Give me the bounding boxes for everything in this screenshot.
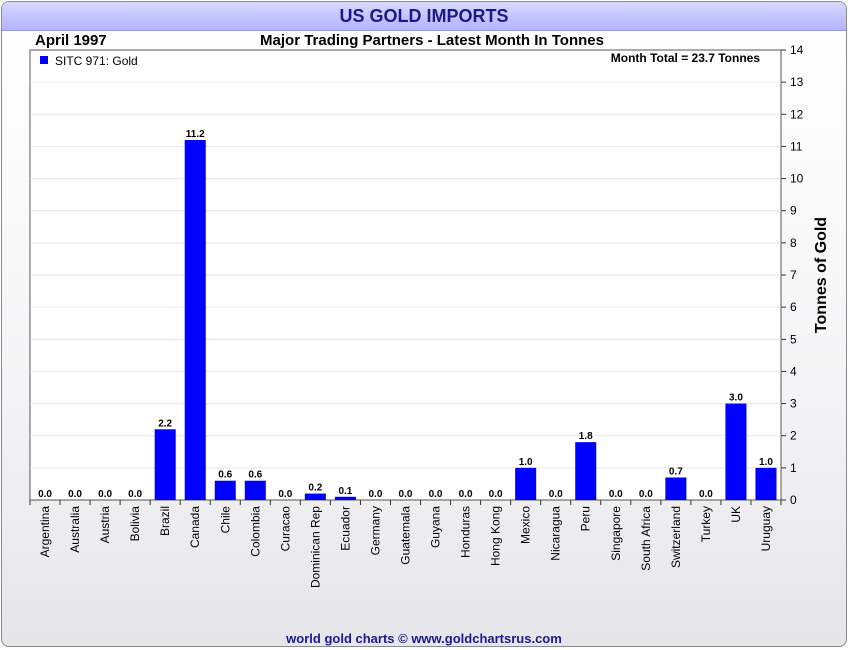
month-total-label: Month Total = 23.7 Tonnes [611, 51, 761, 65]
x-tick-label: Guatemala [399, 506, 413, 565]
y-axis-title: Tonnes of Gold [813, 217, 830, 333]
bar-value-label: 0.7 [669, 467, 683, 478]
x-tick-label: Australia [68, 506, 82, 553]
y-tick-label: 11 [790, 139, 803, 153]
bar-dominican-rep [304, 493, 326, 500]
bar-peru [575, 442, 597, 500]
x-axis: Argentina Australia Austria Bolivia Brazil Ca… [29, 500, 782, 588]
bar-value-label: 0.0 [399, 489, 413, 500]
bar-value-label: 1.0 [759, 457, 773, 468]
y-tick-label: 8 [790, 236, 797, 250]
bar-uk [725, 403, 747, 500]
x-tick-label: Ecuador [338, 506, 352, 551]
bar-switzerland [665, 477, 687, 500]
y-tick-label: 6 [790, 300, 797, 314]
y-tick-label: 4 [790, 364, 797, 378]
x-tick-label: Turkey [699, 506, 713, 542]
bar-value-label: 0.0 [459, 489, 473, 500]
x-tick-label: Canada [188, 506, 202, 548]
bar-value-label: 0.1 [338, 486, 352, 497]
chart-title: US GOLD IMPORTS [339, 6, 509, 26]
x-tick-label: Dominican Rep [308, 506, 322, 588]
bar-value-label: 0.0 [609, 489, 623, 500]
bar-value-labels: 0.0 0.0 0.0 0.0 2.2 11.2 0.6 0.6 0.0 0.2 0.1 0.0 0.0… [38, 129, 773, 500]
x-tick-label: Argentina [38, 506, 52, 558]
bar-value-label: 0.0 [98, 489, 112, 500]
y-tick-label: 5 [790, 332, 797, 346]
bar-value-label: 3.0 [729, 393, 743, 404]
x-tick-label: UK [729, 506, 743, 523]
y-tick-label: 0 [790, 493, 797, 507]
date-label: April 1997 [35, 32, 107, 49]
x-tick-label: Uruguay [759, 506, 773, 551]
y-tick-label: 2 [790, 429, 797, 443]
bar-value-label: 0.2 [308, 483, 322, 494]
bar-mexico [515, 467, 537, 500]
bar-value-label: 0.0 [128, 489, 142, 500]
legend-swatch [40, 56, 48, 64]
x-tick-label: Brazil [158, 506, 172, 536]
x-tick-label: Singapore [609, 506, 623, 561]
bar-value-label: 0.0 [429, 489, 443, 500]
bar-canada [184, 140, 206, 500]
bar-value-label: 0.0 [489, 489, 503, 500]
bar-value-label: 0.0 [38, 489, 52, 500]
bar-value-label: 0.0 [549, 489, 563, 500]
y-tick-label: 7 [790, 268, 797, 282]
bar-uruguay [755, 467, 777, 500]
x-tick-label: Guyana [429, 506, 443, 548]
bar-value-label: 11.2 [186, 129, 205, 140]
bar-value-label: 0.0 [68, 489, 82, 500]
x-tick-label: Mexico [519, 506, 533, 544]
x-tick-label: Honduras [459, 506, 473, 558]
bar-value-label: 2.2 [158, 418, 172, 429]
x-tick-label: South Africa [639, 506, 653, 571]
footer-credit: world gold charts © www.goldchartsrus.co… [286, 631, 562, 646]
bar-chile [214, 480, 236, 500]
y-tick-label: 13 [790, 75, 804, 89]
legend-entry: SITC 971: Gold [55, 54, 138, 68]
bar-value-label: 0.0 [639, 489, 653, 500]
bar-value-label: 1.8 [579, 431, 593, 442]
y-tick-label: 9 [790, 204, 797, 218]
bar-value-label: 0.6 [218, 470, 232, 481]
chart-subtitle: Major Trading Partners - Latest Month In… [260, 32, 604, 49]
x-tick-label: Austria [98, 506, 112, 544]
x-tick-label: Nicaragua [549, 506, 563, 561]
x-tick-label: Hong Kong [489, 506, 503, 566]
bar-brazil [154, 429, 176, 500]
y-tick-label: 12 [790, 107, 804, 121]
bar-value-label: 0.6 [248, 470, 262, 481]
bars [154, 140, 777, 500]
bar-value-label: 0.0 [278, 489, 292, 500]
x-tick-label: Germany [368, 506, 382, 555]
bar-colombia [244, 480, 266, 500]
x-tick-label: Switzerland [669, 506, 683, 568]
x-tick-label: Colombia [248, 506, 262, 557]
x-tick-label: Peru [579, 506, 593, 531]
bar-value-label: 0.0 [369, 489, 383, 500]
x-tick-label: Chile [218, 506, 232, 534]
x-tick-label: Curacao [278, 506, 292, 552]
bar-ecuador [334, 496, 356, 500]
x-tick-label: Bolivia [128, 506, 142, 542]
title-bar: US GOLD IMPORTS [2, 2, 846, 31]
y-tick-label: 3 [790, 397, 797, 411]
bar-value-label: 1.0 [519, 457, 533, 468]
y-tick-label: 1 [790, 461, 797, 475]
y-tick-label: 10 [790, 172, 804, 186]
y-tick-label: 14 [790, 43, 804, 57]
bar-value-label: 0.0 [699, 489, 713, 500]
